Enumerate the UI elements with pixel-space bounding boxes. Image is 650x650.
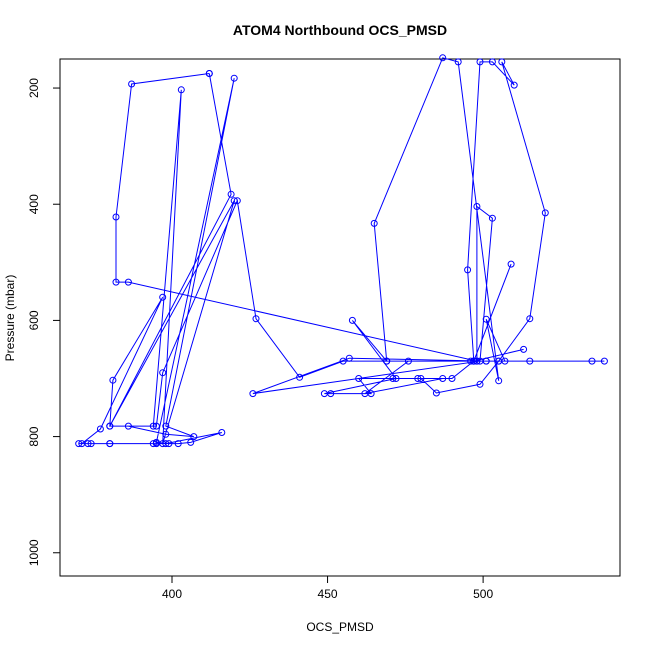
data-point [507,260,515,268]
data-point [205,70,213,77]
data-point [498,58,506,66]
data-point [417,375,425,382]
y-tick-label: 600 [27,310,41,330]
data-point [218,429,226,436]
data-point [345,354,353,362]
data-point [296,373,304,381]
data-point [383,357,391,365]
chart-title: ATOM4 Northbound OCS_PMSD [233,22,447,38]
data-point [128,80,136,88]
data-point [112,278,120,286]
y-tick-label: 400 [27,194,41,214]
data-point [588,357,596,365]
data-point [230,74,238,82]
data-point [454,58,462,66]
data-point [488,58,496,66]
data-point [109,376,117,384]
y-tick-label: 200 [27,78,41,98]
data-point [78,440,86,448]
data-point [495,377,503,385]
data-point [124,278,132,286]
data-point [227,190,235,198]
data-point [439,375,447,382]
series-layer [78,57,605,445]
data-point [75,440,83,448]
data-point [348,316,356,324]
data-point [252,315,260,323]
data-point [370,219,378,227]
data-point [149,422,157,430]
data-point [230,197,238,205]
data-point [106,422,114,430]
series-line [78,57,605,445]
data-point [187,438,195,446]
x-tick-label: 450 [318,587,338,601]
y-axis: 200 400 600 800 1000 [27,78,60,566]
data-point [159,440,167,448]
plot-frame [59,58,621,577]
data-point [355,375,363,382]
data-point [249,390,257,398]
data-point [541,209,549,217]
data-point [520,345,528,353]
y-tick-label: 800 [27,426,41,446]
data-point [482,315,490,323]
data-point [389,375,397,382]
data-point [464,266,472,274]
data-point [106,440,114,448]
data-point [439,54,447,62]
data-point [510,81,518,89]
data-point [87,440,95,448]
x-axis: 400 450 500 [162,576,493,601]
data-point [526,315,534,323]
data-point [96,425,104,433]
data-point [473,203,481,210]
x-tick-label: 400 [162,587,182,601]
data-point [327,390,335,398]
data-point [159,293,167,301]
data-point [152,422,160,430]
data-point [124,422,132,430]
data-point [159,369,167,377]
data-point [339,357,347,365]
data-point [414,375,422,382]
points-layer [75,54,608,448]
data-point [476,380,484,388]
data-point [392,375,400,382]
y-axis-label: Pressure (mbar) [3,275,17,362]
data-point [432,389,440,397]
data-point [404,357,412,365]
x-tick-label: 500 [473,587,493,601]
data-point [233,197,241,205]
data-point [149,440,157,448]
data-point [162,430,170,438]
x-axis-label: OCS_PMSD [306,620,374,634]
y-tick-label: 1000 [27,539,41,566]
data-point [112,213,120,221]
data-point [361,390,369,398]
data-point [162,422,170,430]
data-point [177,86,185,94]
data-point [448,375,456,382]
data-point [488,214,496,222]
data-point [467,357,475,365]
data-point [190,433,198,441]
data-point [162,440,170,448]
data-point [526,357,534,365]
data-point [501,357,509,365]
data-point [600,357,608,365]
data-point [476,357,484,365]
data-point [174,440,182,448]
data-point [476,58,484,66]
